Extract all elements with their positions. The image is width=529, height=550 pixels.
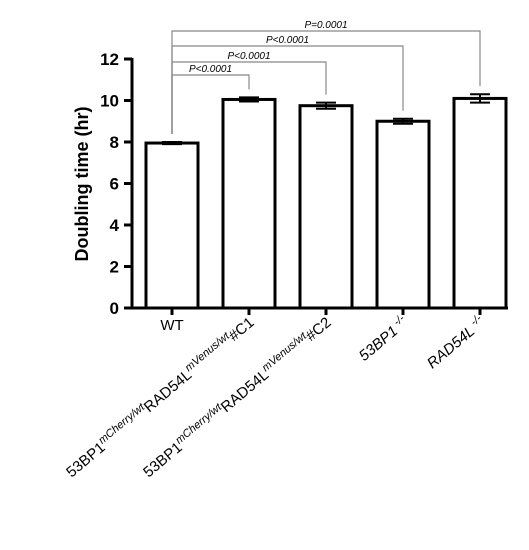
y-tick-label: 6: [110, 175, 119, 194]
error-bar: [162, 141, 182, 146]
bar: [452, 96, 508, 310]
error-bar: [393, 117, 413, 125]
bar: [375, 119, 431, 310]
error-bars: [162, 93, 490, 146]
y-tick-label: 12: [100, 50, 119, 69]
category-labels: WT53BP1mCherry/wtRAD54LmVenus/wt#C153BP1…: [63, 312, 489, 481]
p-value-label: P<0.0001: [266, 35, 309, 46]
bar: [221, 97, 277, 310]
category-label: RAD54L -/-: [423, 312, 489, 372]
y-tick-label: 2: [110, 258, 119, 277]
significance-bracket: [171, 45, 404, 134]
category-label: WT: [160, 317, 183, 334]
y-tick-label: 8: [110, 133, 119, 152]
category-label: 53BP1 -/-: [355, 312, 412, 364]
p-value-label: P<0.0001: [227, 51, 270, 62]
error-bar: [316, 101, 336, 110]
significance-bracket: [171, 30, 481, 134]
bars: [144, 96, 508, 310]
p-value-label: P<0.0001: [189, 64, 232, 75]
error-bar: [239, 96, 259, 103]
significance-brackets: P<0.0001 P<0.0001 P<0.0001 P=0.0001: [171, 20, 481, 134]
bar: [144, 141, 200, 310]
y-axis-label: Doubling time (hr): [72, 107, 92, 262]
error-bar: [470, 93, 490, 104]
x-ticks: [170, 308, 482, 315]
y-tick-label: 4: [110, 216, 120, 235]
y-tick-label: 10: [100, 92, 119, 111]
p-value-label: P=0.0001: [304, 20, 347, 31]
y-tick-label: 0: [110, 299, 119, 318]
bar: [298, 104, 354, 310]
y-ticks: 0 2 4 6 8 10 12: [100, 50, 132, 318]
